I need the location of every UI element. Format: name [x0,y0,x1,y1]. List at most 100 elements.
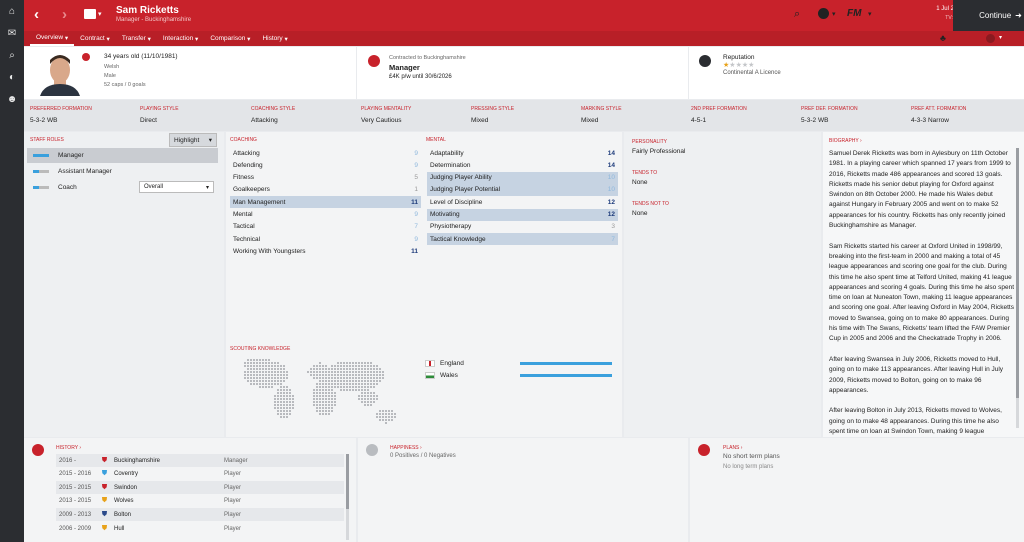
mental-row[interactable]: Level of Discipline 12 [427,196,618,208]
personality-value: Fairly Professional [632,148,686,155]
contract-label[interactable]: Contracted to Buckinghamshire [389,55,466,61]
tab-interaction[interactable]: Interaction ▾ [162,35,199,43]
mental-row[interactable]: Tactical Knowledge 7 [427,233,618,246]
continue-label: Continue [979,11,1012,20]
coaching-row[interactable]: Mental 9 [230,209,421,221]
coaching-row[interactable]: Defending 9 [230,159,421,171]
continue-button[interactable]: Continue ➜ [953,0,1024,31]
history-row[interactable]: 2015 - 2015 ⛊ Swindon Player [56,481,344,495]
attribute-value: 11 [411,247,418,255]
coach-role-select[interactable]: Overall ▾ [139,181,214,193]
inbox-icon[interactable]: ✉ [7,27,17,39]
plans-label[interactable]: Plans › [723,445,743,451]
staff-roles-panel: Staff Roles Highlight ▾ Manager Assistant… [24,132,224,437]
coaching-row[interactable]: Tactical 7 [230,221,421,233]
happiness-icon [366,444,378,456]
tab-comparison[interactable]: Comparison ▾ [210,35,251,43]
history-scrollbar[interactable] [346,454,349,540]
biography-scrollbar[interactable] [1016,148,1019,428]
chevron-down-icon[interactable]: ▾ [868,11,872,18]
bio-paragraph: Sam Ricketts started his career at Oxfor… [829,242,1014,343]
mental-row[interactable]: Determination 14 [427,159,618,171]
role-row-assistant[interactable]: Assistant Manager [27,164,218,179]
scouting-row-wales[interactable]: Wales [425,369,615,381]
happiness-label[interactable]: Happiness › [390,445,422,451]
tab-label: Comparison [210,35,246,42]
history-role: Player [224,525,242,532]
att-formation: Pref Att. Formation 4-3-3 Narrow [911,106,966,124]
highlight-select[interactable]: Highlight ▾ [169,133,217,147]
mental-row[interactable]: Adaptability 14 [427,147,618,159]
attribute-name: Determination [430,161,471,169]
home-icon[interactable]: ⌂ [8,5,16,17]
tab-label: Interaction [162,35,194,42]
coaching-row[interactable]: Working With Youngsters 11 [230,245,421,257]
coaching-row[interactable]: Attacking 9 [230,147,421,159]
chevron-down-icon[interactable]: ▾ [98,11,102,18]
options-icon[interactable] [986,34,995,43]
attribute-name: Motivating [430,211,460,218]
history-club[interactable]: Hull [114,525,125,532]
attr-value: Mixed [471,117,489,124]
role-row-manager[interactable]: Manager [27,148,218,163]
history-row[interactable]: 2009 - 2013 ⛊ Bolton Player [56,508,344,522]
club-badge-icon[interactable] [84,9,96,19]
flowchart-icon[interactable]: ♣ [940,33,946,43]
staff-icon[interactable]: ☻ [6,93,18,105]
scouting-icon[interactable]: ◐ [8,71,16,83]
coaching-row[interactable]: Man Management 11 [230,196,421,209]
history-row[interactable]: 2016 - ⛊ Buckinghamshire Manager [56,454,344,467]
history-label[interactable]: History › [56,445,82,451]
history-club[interactable]: Wolves [114,498,134,505]
coaching-row[interactable]: Fitness 5 [230,172,421,184]
profile-card: 34 years old (11/10/1981) Welsh Male 52 … [24,47,356,99]
country-name: England [440,359,464,367]
second-formation: 2nd Pref Formation 4-5-1 [691,106,747,124]
history-years: 2015 - 2016 [59,471,92,478]
history-row[interactable]: 2015 - 2016 ⛊ Coventry Player [56,468,344,481]
club-crest-icon: ⛊ [101,497,108,505]
club-crest-icon: ⛊ [101,483,108,491]
tab-transfer[interactable]: Transfer ▾ [121,35,151,43]
tab-contract[interactable]: Contract ▾ [80,35,110,43]
fm-logo-icon[interactable]: FM [847,8,862,19]
england-flag-icon [425,359,435,367]
attribute-value: 10 [607,186,615,194]
attr-label: Playing Mentality [361,106,412,112]
history-row[interactable]: 2013 - 2015 ⛊ Wolves Player [56,495,344,508]
mental-row[interactable]: Judging Player Ability 10 [427,171,618,184]
history-club[interactable]: Buckinghamshire [114,457,161,464]
biography-label[interactable]: Biography › [829,138,862,144]
role-name: Manager [58,152,84,159]
mental-row[interactable]: Physiotherapy 3 [427,221,618,233]
licence-text: Continental A Licence [723,70,781,76]
role-row-coach[interactable]: Coach [27,180,218,195]
forward-arrow-icon[interactable]: › [62,6,67,23]
reputation-card: Reputation ★★★★★ Continental A Licence [689,47,1024,99]
history-club[interactable]: Swindon [114,484,138,491]
coaching-row[interactable]: Technical 9 [230,233,421,245]
marking-style: Marking Style Mixed [581,106,622,124]
search-icon[interactable]: ⌕ [794,8,801,20]
history-row[interactable]: 2006 - 2009 ⛊ Hull Player [56,522,344,535]
chevron-down-icon[interactable]: ▾ [999,35,1003,41]
tab-overview[interactable]: Overview ▾ [30,31,75,46]
scouting-row-england[interactable]: England [425,357,615,369]
contract-wage: £4K p/w until 30/6/2026 [389,74,452,80]
globe-icon[interactable] [818,8,829,19]
attr-label: Pressing Style [471,106,515,112]
mental-row[interactable]: Judging Player Potential 10 [427,183,618,196]
history-years: 2015 - 2015 [59,484,92,491]
mental-row[interactable]: Motivating 12 [427,208,618,221]
history-label-text: History [56,445,78,451]
page-subtitle[interactable]: Manager - Buckinghamshire [116,17,192,23]
history-club[interactable]: Coventry [114,471,139,478]
history-club[interactable]: Bolton [114,511,132,518]
tab-history[interactable]: History ▾ [262,35,288,43]
reputation-stars: ★★★★★ [723,61,754,69]
coaching-row[interactable]: Goalkeepers 1 [230,184,421,196]
search-icon[interactable]: ⌕ [9,49,15,61]
chevron-down-icon[interactable]: ▾ [832,11,836,18]
back-arrow-icon[interactable]: ‹ [34,6,39,23]
attribute-name: Tactical Knowledge [430,235,486,243]
